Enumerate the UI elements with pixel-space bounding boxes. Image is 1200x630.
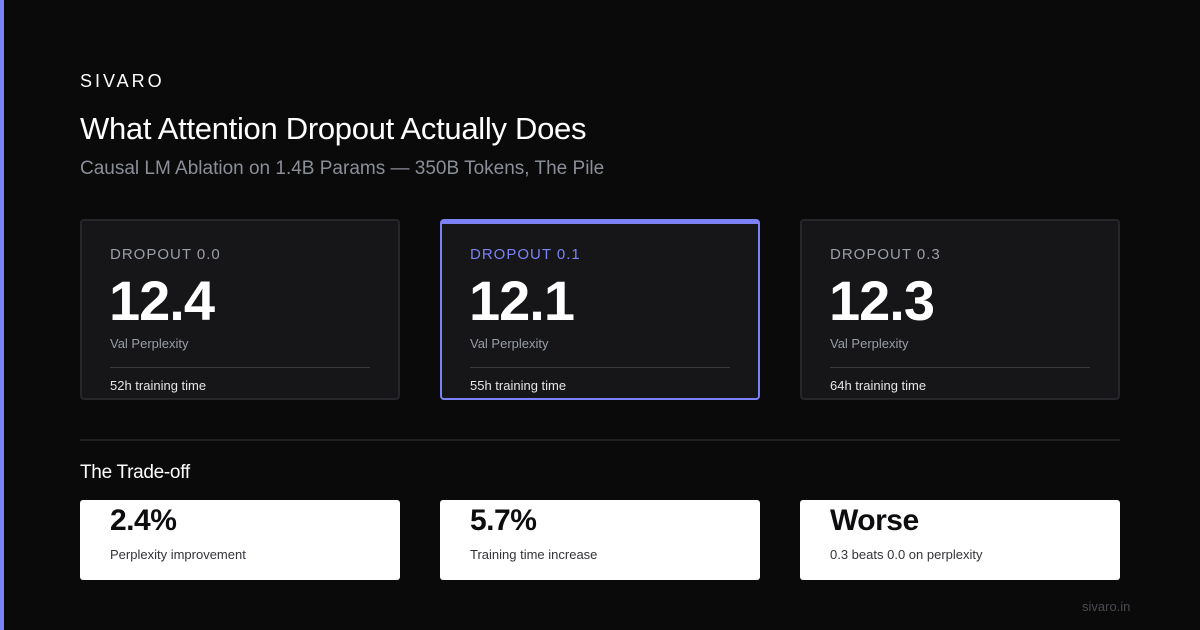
card-footer: 55h training time bbox=[470, 378, 567, 393]
stat-value: 5.7% bbox=[470, 504, 537, 537]
stat-perplexity-improvement: 2.4% Perplexity improvement bbox=[80, 500, 400, 580]
card-metric: Val Perplexity bbox=[830, 336, 909, 351]
card-value: 12.4 bbox=[109, 269, 215, 332]
card-footer: 52h training time bbox=[110, 378, 207, 393]
footer-url: sivaro.in bbox=[1082, 599, 1131, 614]
dropout-card-0-3: DROPOUT 0.3 12.3 Val Perplexity 64h trai… bbox=[800, 219, 1120, 400]
dropout-card-0-0: DROPOUT 0.0 12.4 Val Perplexity 52h trai… bbox=[80, 219, 400, 400]
section-divider bbox=[80, 439, 1120, 441]
stat-label: 0.3 beats 0.0 on perplexity bbox=[830, 547, 983, 562]
dropout-card-0-1: DROPOUT 0.1 12.1 Val Perplexity 55h trai… bbox=[440, 219, 760, 400]
stat-training-time-increase: 5.7% Training time increase bbox=[440, 500, 760, 580]
card-label: DROPOUT 0.3 bbox=[830, 246, 941, 263]
card-label: DROPOUT 0.0 bbox=[110, 246, 221, 263]
page-subtitle: Causal LM Ablation on 1.4B Params — 350B… bbox=[80, 158, 605, 179]
card-metric: Val Perplexity bbox=[110, 336, 189, 351]
page-title: What Attention Dropout Actually Does bbox=[80, 111, 587, 146]
card-footer: 64h training time bbox=[830, 378, 927, 393]
stat-value: 2.4% bbox=[110, 504, 177, 537]
card-label: DROPOUT 0.1 bbox=[470, 246, 581, 263]
card-divider bbox=[110, 367, 370, 368]
accent-bar bbox=[0, 0, 4, 630]
stat-value: Worse bbox=[830, 504, 919, 537]
stat-label: Perplexity improvement bbox=[110, 547, 246, 562]
card-divider bbox=[830, 367, 1090, 368]
stat-label: Training time increase bbox=[470, 547, 598, 562]
card-metric: Val Perplexity bbox=[470, 336, 549, 351]
tradeoff-title: The Trade-off bbox=[80, 462, 190, 483]
brand-logo: SIVARO bbox=[80, 71, 165, 91]
card-value: 12.3 bbox=[829, 269, 935, 332]
card-divider bbox=[470, 367, 730, 368]
stat-worse: Worse 0.3 beats 0.0 on perplexity bbox=[800, 500, 1120, 580]
card-value: 12.1 bbox=[469, 269, 575, 332]
